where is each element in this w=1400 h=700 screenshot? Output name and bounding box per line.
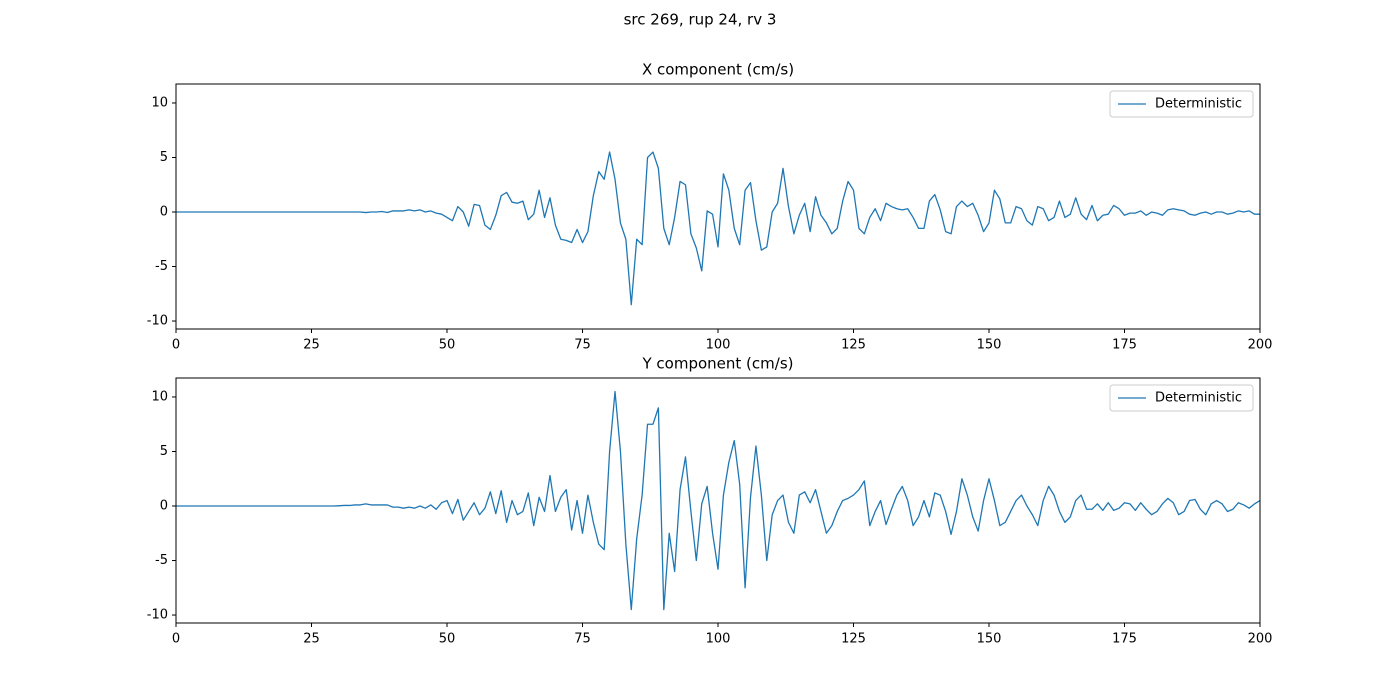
x-tick-label: 100 [706,338,731,353]
y-tick-label: -5 [155,553,168,568]
legend-label: Deterministic [1155,391,1242,406]
y-tick-label: 5 [160,150,168,165]
figure-title: src 269, rup 24, rv 3 [624,11,777,29]
y-tick-label: -5 [155,259,168,274]
y-tick-label: 0 [160,205,168,220]
x-tick-label: 75 [574,632,591,647]
x-tick-label: 150 [977,632,1002,647]
x-tick-label: 0 [172,632,180,647]
y-tick-label: -10 [147,608,168,623]
y-tick-label: -10 [147,314,168,329]
x-tick-label: 50 [439,632,456,647]
legend-label: Deterministic [1155,97,1242,112]
x-tick-label: 200 [1248,632,1273,647]
series-line [176,390,1261,611]
x-tick-label: 125 [841,632,866,647]
legend-box [1109,384,1254,412]
x-tick-label: 25 [303,632,320,647]
x-tick-label: 175 [1112,632,1137,647]
x-tick-label: 50 [439,338,456,353]
y-tick-label: 0 [160,499,168,514]
x-tick-label: 0 [172,338,180,353]
y-tick-label: 5 [160,444,168,459]
x-tick-label: 150 [977,338,1002,353]
x-tick-label: 100 [706,632,731,647]
x-tick-label: 75 [574,338,591,353]
x-tick-label: 200 [1248,338,1273,353]
y-tick-label: 10 [151,389,168,404]
series-line [176,151,1260,306]
axes-title: Y component (cm/s) [642,355,794,373]
axes-title: X component (cm/s) [642,61,794,79]
legend-box [1109,90,1254,118]
x-tick-label: 125 [841,338,866,353]
x-tick-label: 25 [303,338,320,353]
x-tick-label: 175 [1112,338,1137,353]
y-tick-label: 10 [151,95,168,110]
